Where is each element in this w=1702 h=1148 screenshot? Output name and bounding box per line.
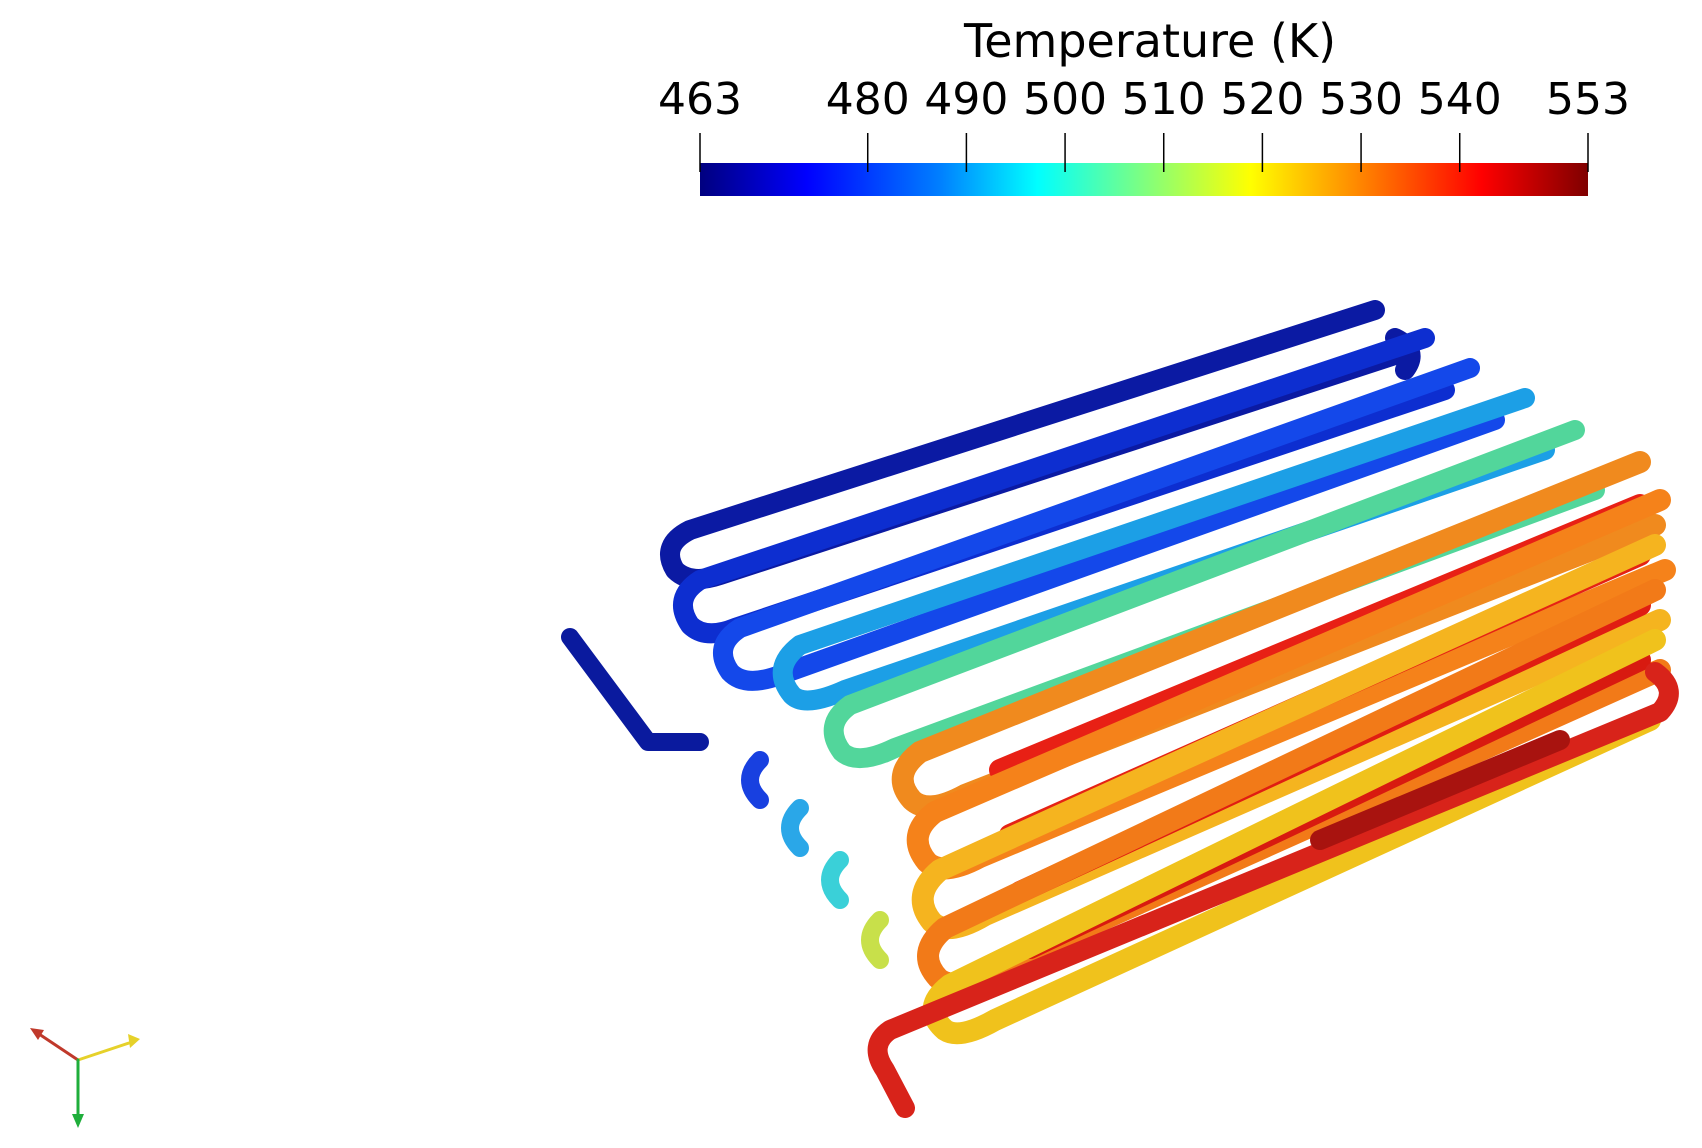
coil-bend — [861, 911, 889, 969]
colorbar-tick-label: 500 — [1023, 74, 1108, 125]
coil-loop — [772, 388, 1555, 711]
colorbar-tick-label: 510 — [1121, 74, 1206, 125]
coil-loop — [713, 358, 1505, 691]
colorbar-tick-label: 490 — [924, 74, 1009, 125]
y-axis-arrowhead — [128, 1034, 140, 1048]
colorbar-tick-label: 520 — [1220, 74, 1305, 125]
coil-loop — [823, 420, 1605, 768]
colorbar-tick-label: 553 — [1546, 74, 1630, 125]
inlet-pipe — [561, 628, 709, 751]
heat-exchanger-coil — [561, 300, 1679, 1118]
coil-loop — [922, 629, 1666, 1045]
colorbar-tick-label: 463 — [658, 74, 742, 125]
colorbar-tick-label: 530 — [1319, 74, 1404, 125]
coil-bend — [781, 799, 809, 857]
colorbar-bar — [700, 163, 1588, 196]
outlet-pipe-hot-segment — [1310, 730, 1570, 850]
orientation-axes-triad — [30, 1028, 140, 1128]
x-axis-arrowhead — [30, 1028, 44, 1040]
colorbar — [699, 133, 1589, 196]
outlet-pipe — [867, 662, 1679, 1118]
coil-bend — [741, 751, 769, 809]
colorbar-title: Temperature (K) — [963, 14, 1337, 68]
colorbar-tick-label: 540 — [1417, 74, 1502, 125]
x-axis-arrow — [34, 1030, 80, 1062]
colorbar-tick-label: 480 — [825, 74, 910, 125]
coil-bend — [821, 851, 849, 909]
colorbar-tick-marks — [699, 133, 1589, 172]
y-axis-arrow — [76, 1040, 134, 1062]
z-axis-arrowhead — [72, 1114, 84, 1128]
